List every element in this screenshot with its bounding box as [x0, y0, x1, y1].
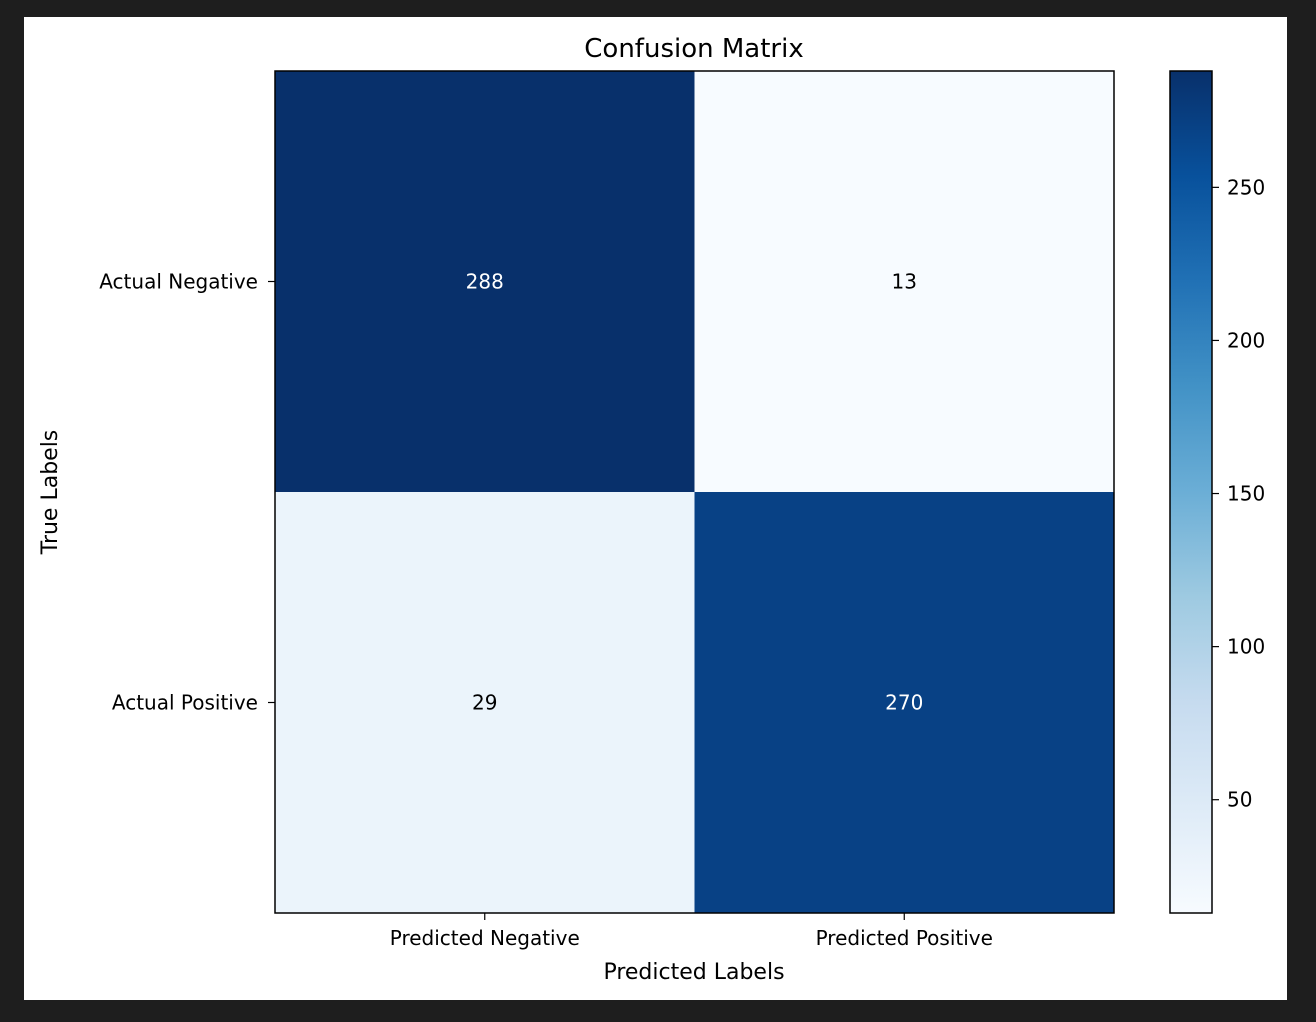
heatmap-cells: 288 13 29 270 [275, 71, 1114, 913]
y-tick-label: Actual Negative [99, 270, 258, 294]
cell-value-label: 270 [885, 691, 923, 715]
x-tick-label: Predicted Negative [390, 926, 580, 950]
colorbar-tick-label: 250 [1227, 175, 1265, 199]
heatmap-cell [694, 71, 1114, 492]
cell-value-label: 29 [472, 691, 497, 715]
x-axis-label: Predicted Labels [603, 960, 784, 985]
y-tick-label: Actual Positive [112, 691, 258, 715]
colorbar [1169, 70, 1213, 914]
heatmap-cell [275, 492, 695, 913]
colorbar-tick-label: 100 [1227, 635, 1265, 659]
colorbar-ticks: 50 100 150 200 250 [1212, 175, 1265, 812]
x-axis-ticks: Predicted Negative Predicted Positive [390, 913, 993, 950]
y-axis-label: True Labels [38, 430, 63, 556]
x-tick-label: Predicted Positive [816, 926, 993, 950]
colorbar-tick-label: 50 [1227, 788, 1252, 812]
colorbar-tick-label: 150 [1227, 482, 1265, 506]
y-axis-ticks: Actual Negative Actual Positive [99, 270, 275, 715]
heatmap-cell [694, 492, 1114, 913]
chart-title: Confusion Matrix [584, 34, 803, 64]
plot-frame [274, 70, 1115, 914]
colorbar-tick-label: 200 [1227, 328, 1265, 352]
heatmap-cell [275, 71, 695, 492]
cell-value-label: 288 [466, 270, 504, 294]
cell-value-label: 13 [892, 270, 917, 294]
